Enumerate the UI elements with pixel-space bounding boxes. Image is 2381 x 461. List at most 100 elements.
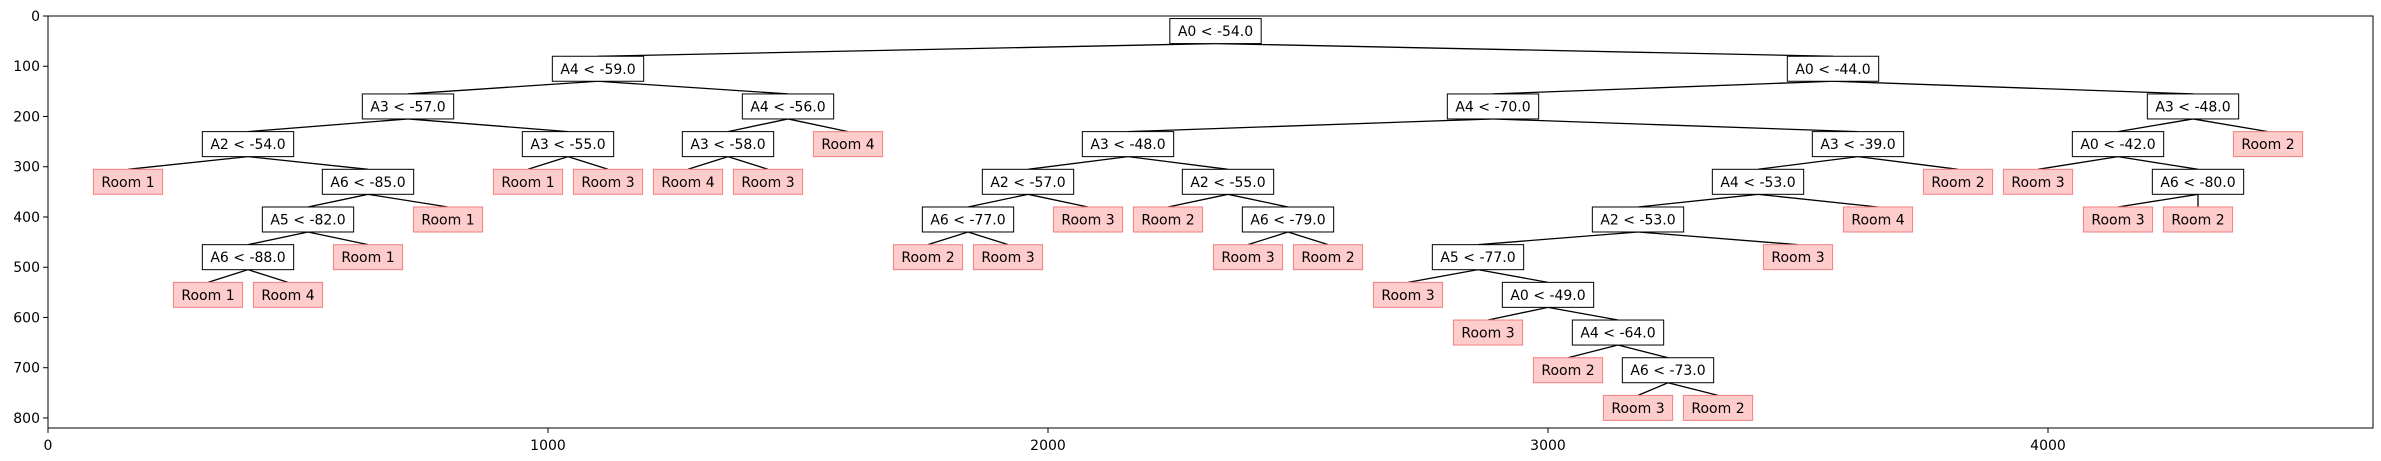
leaf-label: Room 2 bbox=[901, 250, 954, 266]
split-label: A5 < -82.0 bbox=[270, 212, 345, 228]
split-box bbox=[201, 244, 295, 271]
leaf-label: Room 3 bbox=[741, 175, 794, 191]
leaf-node: Room 3 bbox=[1452, 319, 1524, 346]
split-node: A6 < -73.0 bbox=[1621, 357, 1715, 384]
leaf-label: Room 2 bbox=[1141, 212, 1194, 228]
y-tick-label: 200 bbox=[13, 109, 40, 125]
split-node: A3 < -39.0 bbox=[1811, 131, 1905, 158]
split-node: A6 < -79.0 bbox=[1241, 206, 1335, 233]
y-tick-label: 0 bbox=[31, 9, 40, 25]
leaf-box bbox=[732, 168, 804, 195]
leaf-label: Room 3 bbox=[1611, 401, 1664, 417]
leaf-label: Room 4 bbox=[661, 175, 714, 191]
leaf-box bbox=[172, 281, 244, 308]
leaf-label: Room 4 bbox=[261, 288, 314, 304]
leaf-node: Room 1 bbox=[92, 168, 164, 195]
split-label: A6 < -79.0 bbox=[1250, 212, 1325, 228]
leaf-box bbox=[1842, 206, 1914, 233]
tree-edge bbox=[1127, 155, 1229, 170]
leaf-label: Room 1 bbox=[501, 175, 554, 191]
leaf-box bbox=[1602, 394, 1674, 421]
leaf-label: Room 1 bbox=[181, 288, 234, 304]
split-box bbox=[1181, 168, 1275, 195]
leaf-box bbox=[1132, 206, 1204, 233]
split-node: A2 < -57.0 bbox=[981, 168, 1075, 195]
leaf-box bbox=[812, 131, 884, 158]
leaf-label: Room 3 bbox=[2011, 175, 2064, 191]
split-node: A3 < -57.0 bbox=[361, 93, 455, 120]
tree-edge bbox=[307, 231, 369, 246]
tree-edge bbox=[787, 118, 849, 133]
tree-edge bbox=[247, 269, 289, 283]
split-box bbox=[1081, 131, 1175, 158]
x-tick-label: 0 bbox=[44, 438, 53, 454]
y-tick-label: 300 bbox=[13, 160, 40, 176]
tree-edge bbox=[1757, 155, 1859, 170]
leaf-box bbox=[972, 244, 1044, 271]
split-node: A3 < -55.0 bbox=[521, 131, 615, 158]
split-label: A6 < -85.0 bbox=[330, 175, 405, 191]
split-box bbox=[1591, 206, 1685, 233]
tree-edge bbox=[567, 156, 609, 170]
tree-nodes: A0 < -54.0 A4 < -59.0 A0 < -44.0 A3 < -57.0… bbox=[92, 18, 2304, 421]
leaf-box bbox=[252, 281, 324, 308]
leaf-box bbox=[1922, 168, 1994, 195]
split-label: A2 < -54.0 bbox=[210, 137, 285, 153]
leaf-node: Room 3 bbox=[732, 168, 804, 195]
leaf-node: Room 4 bbox=[652, 168, 724, 195]
leaf-box bbox=[1452, 319, 1524, 346]
tree-edge bbox=[1567, 344, 1619, 359]
split-box bbox=[551, 55, 645, 82]
tree-edge bbox=[1247, 231, 1289, 246]
split-label: A4 < -59.0 bbox=[560, 62, 635, 78]
leaf-node: Room 4 bbox=[252, 281, 324, 308]
tree-edge bbox=[2117, 118, 2194, 133]
split-label: A3 < -48.0 bbox=[1090, 137, 1165, 153]
split-label: A3 < -57.0 bbox=[370, 99, 445, 115]
split-label: A3 < -48.0 bbox=[2155, 99, 2230, 115]
tree-edge bbox=[307, 193, 369, 208]
split-node: A0 < -42.0 bbox=[2071, 131, 2165, 158]
leaf-box bbox=[652, 168, 724, 195]
split-box bbox=[741, 93, 835, 120]
tree-edge bbox=[597, 42, 1216, 57]
tree-edge bbox=[1637, 231, 1799, 246]
leaf-box bbox=[2002, 168, 2074, 195]
tree-edge bbox=[2117, 155, 2199, 170]
axes-frame bbox=[47, 15, 2374, 429]
leaf-label: Room 1 bbox=[421, 212, 474, 228]
leaf-label: Room 1 bbox=[101, 175, 154, 191]
tree-edge bbox=[727, 156, 769, 170]
leaf-box bbox=[1762, 244, 1834, 271]
split-node: A2 < -55.0 bbox=[1181, 168, 1275, 195]
tree-edge bbox=[527, 156, 569, 170]
tree-edge bbox=[2117, 193, 2199, 208]
tree-edge bbox=[207, 269, 249, 283]
split-node: A5 < -77.0 bbox=[1431, 244, 1525, 271]
split-node: A6 < -88.0 bbox=[201, 244, 295, 271]
split-box bbox=[1786, 55, 1880, 82]
split-label: A2 < -55.0 bbox=[1190, 175, 1265, 191]
leaf-node: Room 3 bbox=[2082, 206, 2154, 233]
axes-background bbox=[48, 16, 2373, 428]
leaf-label: Room 3 bbox=[1381, 288, 1434, 304]
y-tick-label: 400 bbox=[13, 210, 40, 226]
leaf-label: Room 2 bbox=[1301, 250, 1354, 266]
tree-edge bbox=[367, 193, 449, 208]
tree-edge bbox=[2037, 155, 2119, 170]
tree-edge bbox=[1407, 269, 1479, 283]
split-node: A4 < -56.0 bbox=[741, 93, 835, 120]
leaf-box bbox=[1212, 244, 1284, 271]
leaf-label: Room 3 bbox=[2091, 212, 2144, 228]
leaf-label: Room 3 bbox=[1221, 250, 1274, 266]
split-label: A6 < -80.0 bbox=[2160, 175, 2235, 191]
split-node: A0 < -44.0 bbox=[1786, 55, 1880, 82]
y-tick-label: 800 bbox=[13, 411, 40, 427]
leaf-box bbox=[492, 168, 564, 195]
split-box bbox=[921, 206, 1015, 233]
split-label: A4 < -56.0 bbox=[750, 99, 825, 115]
split-label: A5 < -77.0 bbox=[1440, 250, 1515, 266]
leaf-label: Room 4 bbox=[1851, 212, 1904, 228]
leaf-label: Room 2 bbox=[2241, 137, 2294, 153]
split-box bbox=[2151, 168, 2245, 195]
